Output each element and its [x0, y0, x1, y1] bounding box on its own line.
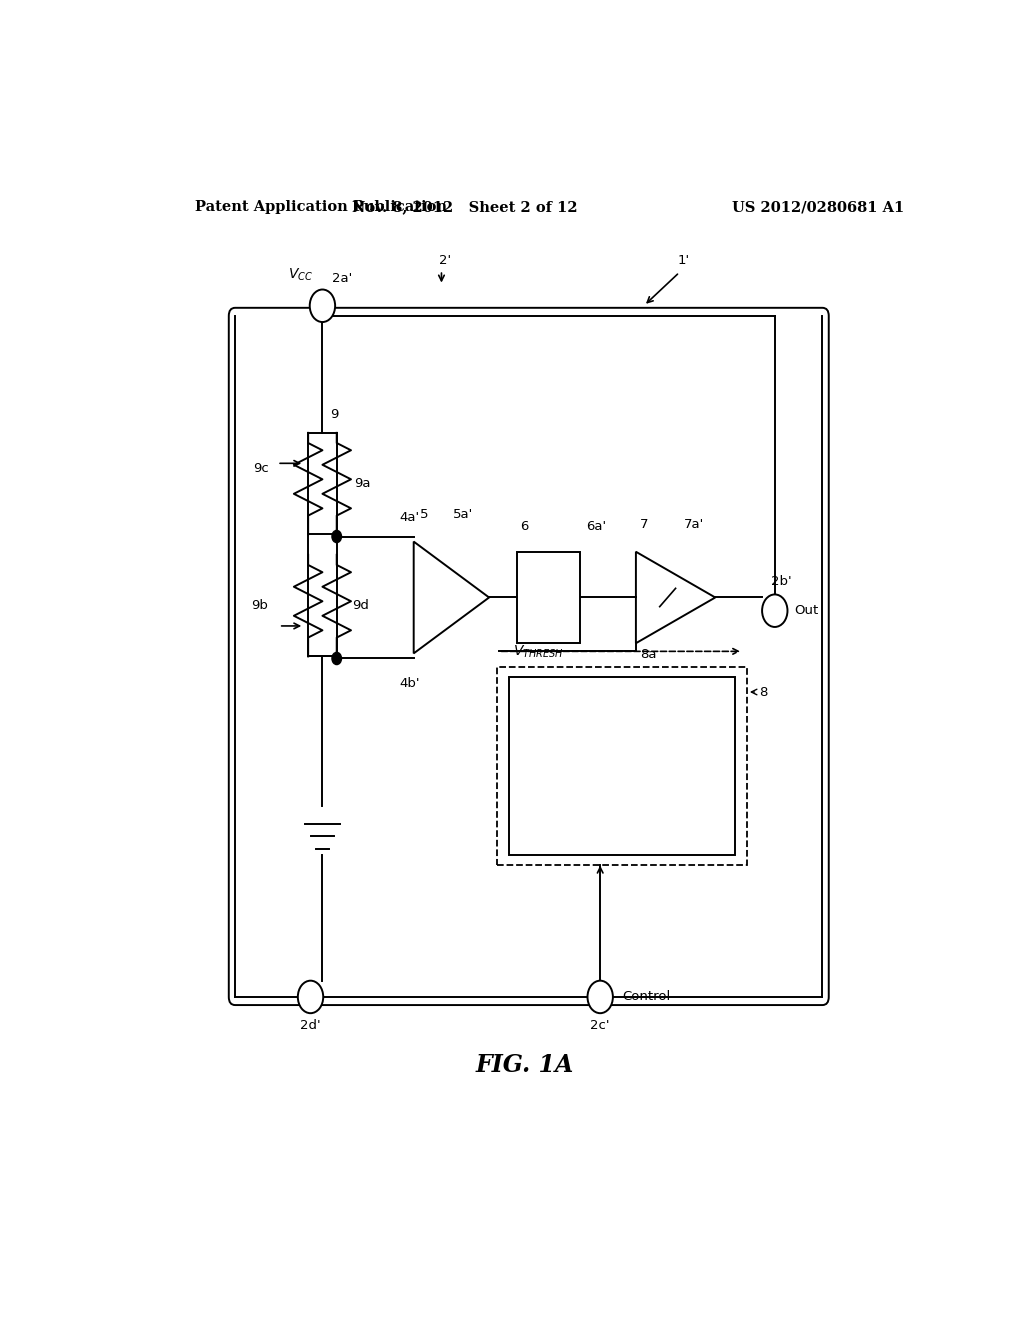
Text: 7: 7 [640, 519, 648, 532]
Text: 2': 2' [439, 255, 452, 267]
Circle shape [762, 594, 787, 627]
Text: Out: Out [794, 605, 818, 618]
Text: Threshold: Threshold [588, 693, 656, 708]
Circle shape [332, 531, 341, 543]
Text: 7a': 7a' [684, 519, 703, 532]
Text: 4b': 4b' [399, 677, 420, 690]
Text: $V_{THRESH}$: $V_{THRESH}$ [513, 643, 564, 660]
Text: LPF: LPF [537, 590, 561, 605]
Circle shape [588, 981, 613, 1014]
Text: 8: 8 [759, 685, 767, 698]
Text: 9d: 9d [352, 599, 370, 612]
Text: 2a': 2a' [332, 272, 352, 285]
Text: 4a': 4a' [399, 511, 420, 524]
Text: 6a': 6a' [586, 520, 606, 533]
Text: 9b: 9b [251, 599, 268, 612]
Text: 5: 5 [420, 508, 429, 521]
Text: 9: 9 [331, 408, 339, 421]
Text: 9a: 9a [354, 477, 371, 490]
Circle shape [332, 652, 341, 664]
Text: $\it{V}$$_{CC}$: $\it{V}$$_{CC}$ [288, 267, 313, 284]
Text: 5a': 5a' [454, 508, 474, 521]
Text: (see FIGS. 2, 2A,: (see FIGS. 2, 2A, [570, 748, 674, 760]
Text: 9c: 9c [253, 462, 269, 475]
Text: Generation Circuit: Generation Circuit [559, 722, 685, 735]
Text: US 2012/0280681 A1: US 2012/0280681 A1 [732, 201, 904, 214]
Text: 2b': 2b' [771, 576, 792, 589]
Text: 8a: 8a [640, 648, 656, 661]
Text: Patent Application Publication: Patent Application Publication [196, 201, 447, 214]
Text: 3-3C, 4, 4A, 5-5B): 3-3C, 4, 4A, 5-5B) [566, 772, 678, 785]
Text: 1': 1' [678, 255, 689, 267]
Text: Control: Control [623, 990, 671, 1003]
Text: 6: 6 [520, 520, 529, 533]
Circle shape [309, 289, 335, 322]
Bar [497, 667, 748, 865]
Text: 2d': 2d' [300, 1019, 321, 1032]
Text: FIG. 1A: FIG. 1A [475, 1053, 574, 1077]
Text: 2c': 2c' [591, 1019, 610, 1032]
Circle shape [298, 981, 324, 1014]
Bar [517, 552, 581, 643]
Bar [509, 677, 735, 854]
Text: Nov. 8, 2012   Sheet 2 of 12: Nov. 8, 2012 Sheet 2 of 12 [352, 201, 579, 214]
